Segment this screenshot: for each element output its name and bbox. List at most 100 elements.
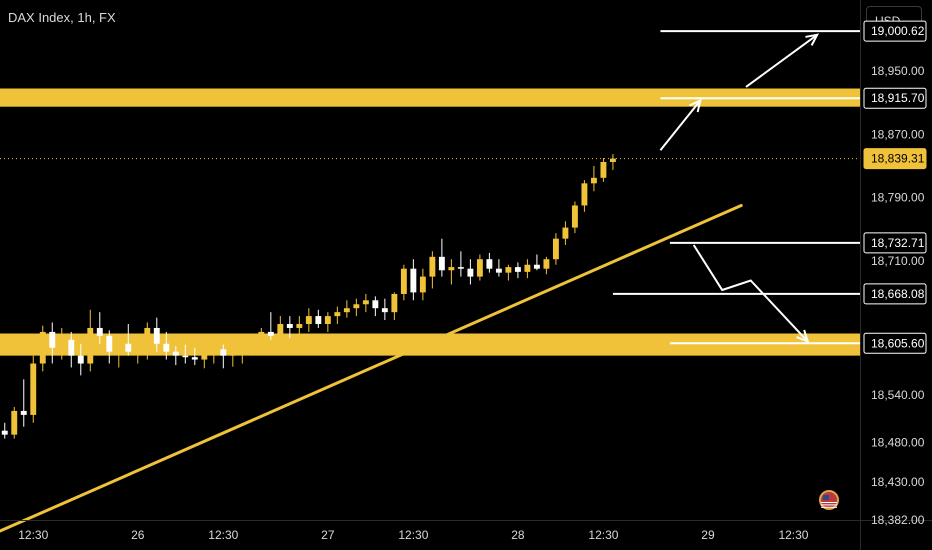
bull-arrow-2 (745, 33, 818, 88)
price-tag-box (863, 283, 927, 305)
candle-body (58, 339, 65, 348)
candle-body (220, 349, 227, 356)
candle-body (353, 304, 360, 309)
candle-body (258, 331, 265, 339)
candle-body (334, 312, 341, 317)
candle-body (429, 256, 436, 277)
candle-body (600, 162, 607, 178)
candle-body (201, 354, 208, 360)
y-tick-label: 18,480.00 (871, 436, 925, 450)
candle-body (486, 259, 493, 269)
candle-body (163, 343, 170, 352)
candle-body (552, 238, 559, 260)
candle-body (30, 363, 37, 415)
candle-body (400, 268, 407, 294)
candle-body (125, 343, 132, 352)
price-tag-box (863, 232, 927, 254)
candle-body (305, 316, 312, 325)
candle-body (419, 276, 426, 293)
y-tick-label: 18,870.00 (871, 127, 925, 141)
x-tick-label: 12:30 (588, 528, 618, 542)
annotations (0, 30, 860, 345)
candle-body (543, 259, 550, 269)
candle-body (571, 205, 578, 228)
price-tag-label: 18,732.71 (871, 236, 925, 250)
price-tag-box (863, 20, 927, 42)
candle-body (182, 355, 189, 358)
candle-body (381, 308, 388, 313)
y-tick-label: 18,790.00 (871, 191, 925, 205)
candle-body (495, 268, 502, 273)
bull-arrow-2-head (805, 33, 820, 46)
candle-body (210, 349, 217, 355)
candle-body (49, 331, 56, 348)
y-tick-label: 18,710.00 (871, 254, 925, 268)
candle-body (68, 339, 75, 356)
candle-body (562, 227, 569, 239)
x-tick-label: 12:30 (18, 528, 48, 542)
price-tag-box (863, 87, 927, 109)
candle-body (524, 264, 531, 272)
bear-arrow (692, 244, 809, 343)
candle-body (514, 267, 521, 272)
candle-body (277, 324, 284, 336)
candle-body (438, 256, 445, 271)
candle-body (467, 268, 474, 277)
trendline-layer (0, 203, 743, 533)
candle-body (315, 316, 322, 325)
price-tag-label: 19,000.62 (871, 24, 925, 38)
candle-body (172, 351, 179, 356)
y-tick-label: 18,430.00 (871, 475, 925, 489)
bear-arrow-head (796, 329, 810, 344)
trendline (0, 203, 743, 533)
resistance-zone (0, 88, 860, 107)
flag-stripe (821, 502, 837, 503)
candle-body (448, 267, 455, 271)
flag-canton (823, 495, 829, 500)
candle-body (239, 349, 246, 352)
x-tick-label: 26 (131, 528, 145, 542)
bull-arrow-1-head (689, 98, 702, 113)
price-tag-label: 18,605.60 (871, 336, 925, 350)
candle-body (134, 347, 141, 352)
y-tick-label: 18,382.00 (871, 513, 925, 527)
candle-body (1, 430, 8, 435)
candle-body (191, 357, 198, 360)
candle-body (11, 410, 18, 435)
candle-body (372, 300, 379, 309)
us-flag-icon[interactable] (819, 490, 839, 510)
price-tag-label: 18,915.70 (871, 91, 925, 105)
x-tick-label: 12:30 (778, 528, 808, 542)
candle-body (87, 327, 94, 364)
candle-body (20, 410, 27, 415)
candle-body (267, 331, 274, 336)
candle-body (153, 327, 160, 344)
candle-body (609, 158, 616, 163)
x-tick-label: 29 (701, 528, 715, 542)
candle-body (581, 183, 588, 206)
candle-body (590, 177, 597, 184)
candle-body (457, 267, 464, 269)
candle-body (286, 324, 293, 328)
candle-body (343, 308, 350, 313)
x-tick-label: 27 (321, 528, 335, 542)
candle-body (505, 267, 512, 273)
candle-body (106, 335, 113, 352)
candle-body (39, 331, 46, 364)
candle-body (229, 351, 236, 356)
candle-body (77, 355, 84, 364)
candles (1, 154, 616, 439)
candle-body (144, 327, 151, 348)
zones (0, 88, 860, 356)
chart-title: DAX Index, 1h, FX (8, 10, 116, 25)
price-tag-box (863, 332, 927, 354)
candle-body (362, 300, 369, 305)
x-tick-label: 12:30 (398, 528, 428, 542)
candle-body (533, 264, 540, 269)
candle-body (96, 327, 103, 336)
candle-body (391, 293, 398, 313)
candle-body (476, 259, 483, 277)
y-tick-label: 18,950.00 (871, 64, 925, 78)
